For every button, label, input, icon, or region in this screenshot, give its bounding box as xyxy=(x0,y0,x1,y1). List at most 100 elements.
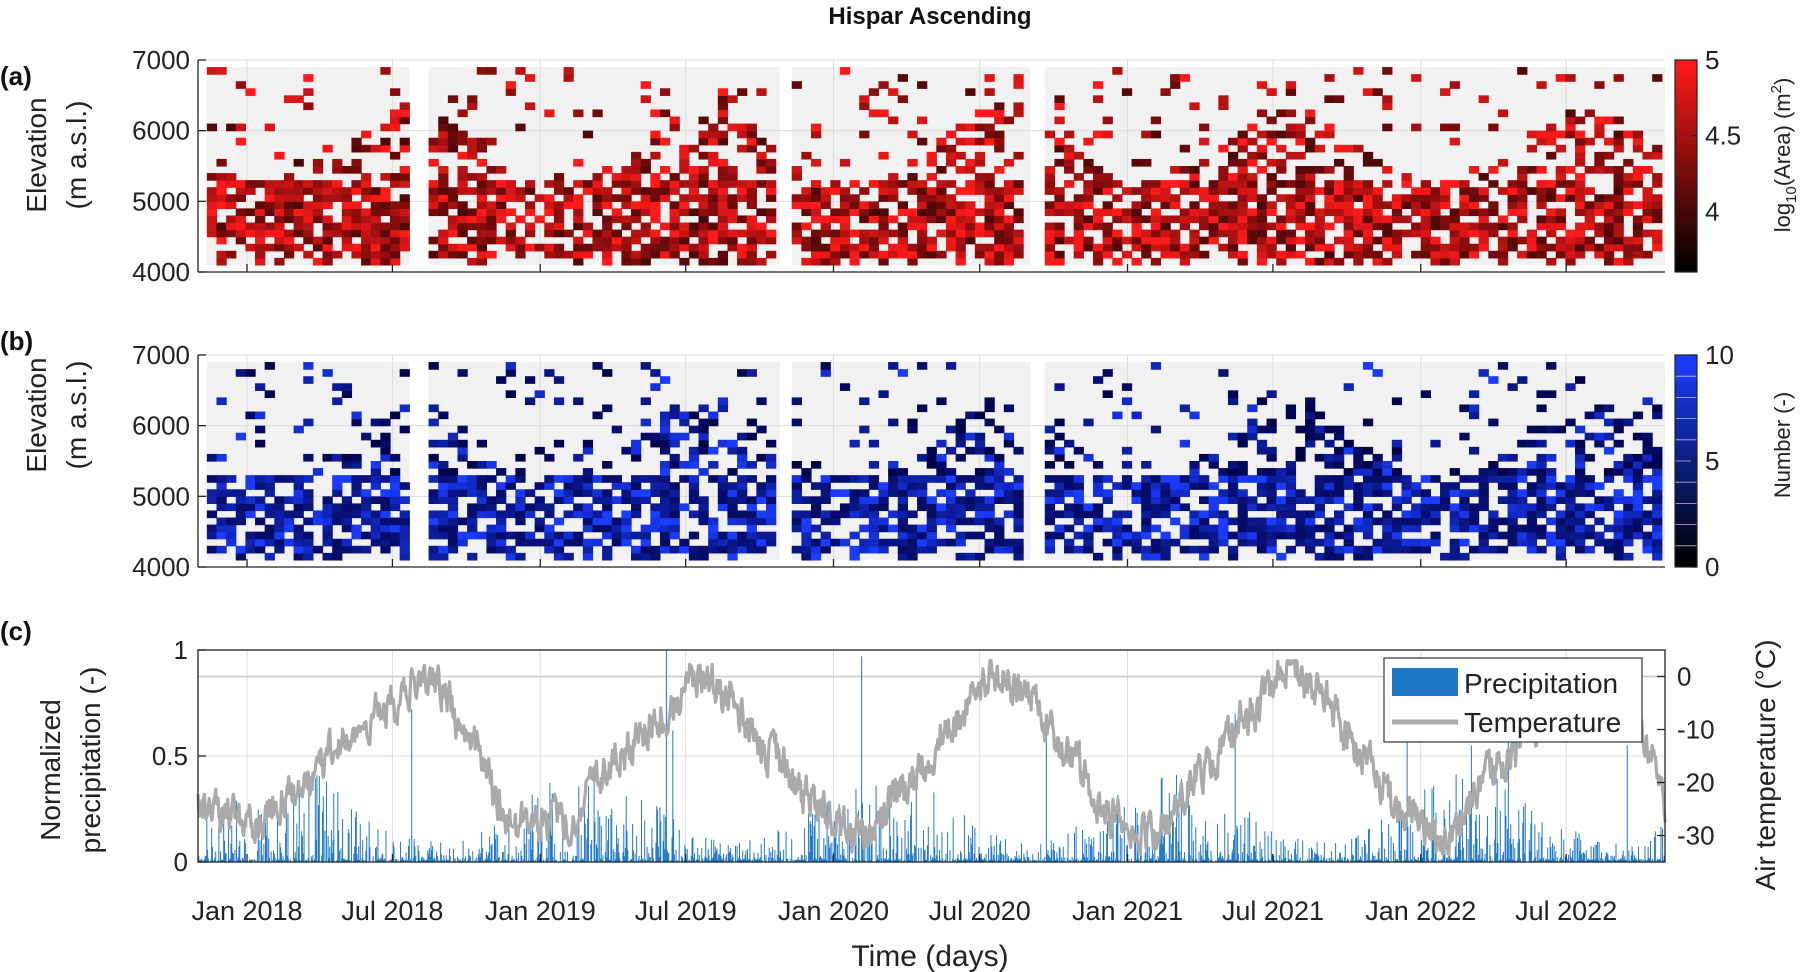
panel-a-cell xyxy=(602,166,613,174)
panel-b-cell xyxy=(737,510,748,519)
panel-a-cell xyxy=(1565,180,1576,188)
panel-b-cell xyxy=(974,432,986,441)
panel-a-cell xyxy=(322,243,333,252)
panel-b-cell xyxy=(1353,453,1364,462)
panel-b-cell xyxy=(1247,425,1258,434)
panel-b-cell xyxy=(428,531,439,540)
panel-a-cell xyxy=(1555,222,1566,231)
panel-a-cell xyxy=(399,144,410,153)
panel-a-cell xyxy=(945,243,957,252)
panel-a-cell xyxy=(1237,166,1248,174)
panel-b-cell xyxy=(994,517,1005,526)
panel-a-cell xyxy=(907,208,918,217)
panel-a-cell xyxy=(1092,222,1104,231)
colorbar-b-segment xyxy=(1675,466,1697,473)
panel-b-cell xyxy=(216,524,227,533)
panel-b-cell xyxy=(1411,524,1422,533)
panel-a-cell xyxy=(717,194,729,202)
panel-a-cell xyxy=(1054,187,1065,195)
panel-a-cell xyxy=(727,123,738,132)
panel-a-cell xyxy=(1054,222,1065,231)
panel-a-cell xyxy=(312,257,324,266)
panel-b-cell xyxy=(820,475,831,483)
panel-b-cell xyxy=(965,503,976,512)
panel-a-cell xyxy=(573,158,584,167)
panel-b-cell xyxy=(274,496,285,504)
panel-b-cell xyxy=(1189,545,1200,554)
panel-b-cell xyxy=(341,524,353,533)
panel-b-cell xyxy=(897,468,908,476)
panel-a-cell xyxy=(1613,243,1624,252)
panel-b-cell xyxy=(1420,517,1432,526)
panel-a-cell xyxy=(907,187,918,195)
panel-b-cell xyxy=(1170,496,1181,504)
panel-a-cell xyxy=(1478,187,1489,195)
panel-a-cell xyxy=(1623,173,1634,181)
panel-a-cell xyxy=(1237,144,1248,153)
panel-a-cell xyxy=(1372,250,1383,259)
colorbar-a-segment xyxy=(1675,208,1697,215)
panel-b-cell xyxy=(255,496,266,504)
panel-a-cell xyxy=(428,137,439,146)
panel-b-cell xyxy=(505,369,516,377)
panel-a-cell xyxy=(679,222,690,231)
panel-a-cell xyxy=(698,229,709,238)
panel-a-cell xyxy=(255,250,266,259)
panel-a-cell xyxy=(849,208,860,217)
panel-b-cell xyxy=(717,404,729,413)
panel-a-cell xyxy=(994,130,1005,139)
panel-b-cell xyxy=(1623,538,1634,547)
panel-a-cell xyxy=(1237,208,1248,217)
colorbar-a-segment xyxy=(1675,192,1697,199)
panel-a-cell xyxy=(640,95,651,103)
panel-a-cell xyxy=(1054,250,1065,259)
panel-b-cell xyxy=(293,510,304,519)
panel-a-cell xyxy=(1295,123,1306,132)
panel-a-cell xyxy=(621,187,632,195)
panel-b-cell xyxy=(1536,453,1547,462)
panel-a-cell xyxy=(428,208,439,217)
panel-a-cell xyxy=(1372,208,1383,217)
panel-a-cell xyxy=(868,180,880,188)
panel-a-cell xyxy=(849,257,860,266)
panel-a-cell xyxy=(839,194,851,202)
panel-a-cell xyxy=(226,123,237,132)
panel-b-cell xyxy=(1565,503,1576,512)
panel-a-cell xyxy=(659,194,671,202)
panel-b-cell xyxy=(1546,425,1557,434)
panel-b-cell xyxy=(717,538,729,547)
panel-b-cell xyxy=(1013,503,1024,512)
panel-a-cell xyxy=(602,257,613,266)
panel-a-cell xyxy=(390,151,401,160)
panel-a-cell xyxy=(390,116,401,125)
panel-a-cell xyxy=(428,201,439,209)
panel-a-cell xyxy=(1131,257,1142,266)
panel-a-cell xyxy=(1295,215,1306,224)
panel-a-cell xyxy=(1276,144,1287,153)
panel-a-cell xyxy=(467,215,478,224)
colorbar-b-segment xyxy=(1675,355,1697,361)
panel-b-cell xyxy=(1353,468,1364,476)
panel-a-cell xyxy=(1266,208,1277,217)
panel-a-cell xyxy=(679,194,690,202)
panel-b-cell xyxy=(839,489,851,497)
panel-b-cell xyxy=(878,489,889,497)
panel-a-cell xyxy=(631,250,642,259)
panel-b-cell xyxy=(1546,453,1557,462)
panel-a-cell xyxy=(679,166,690,174)
panel-a-cell xyxy=(1003,236,1015,245)
panel-a-cell xyxy=(602,187,613,195)
panel-a-cell xyxy=(1150,208,1162,217)
panel-b-cell xyxy=(592,524,603,533)
panel-b-cell xyxy=(553,475,565,483)
panel-a-cell xyxy=(1314,229,1325,238)
panel-b-cell xyxy=(669,432,680,441)
panel-a-cell xyxy=(1112,180,1123,188)
panel-a-cell xyxy=(936,194,947,202)
panel-b-cell xyxy=(766,517,777,526)
panel-a-cell xyxy=(1102,250,1113,259)
panel-b-cell xyxy=(820,545,831,554)
panel-a-cell xyxy=(255,208,266,217)
panel-b-cell xyxy=(1526,517,1538,526)
panel-a-cell xyxy=(945,180,957,188)
